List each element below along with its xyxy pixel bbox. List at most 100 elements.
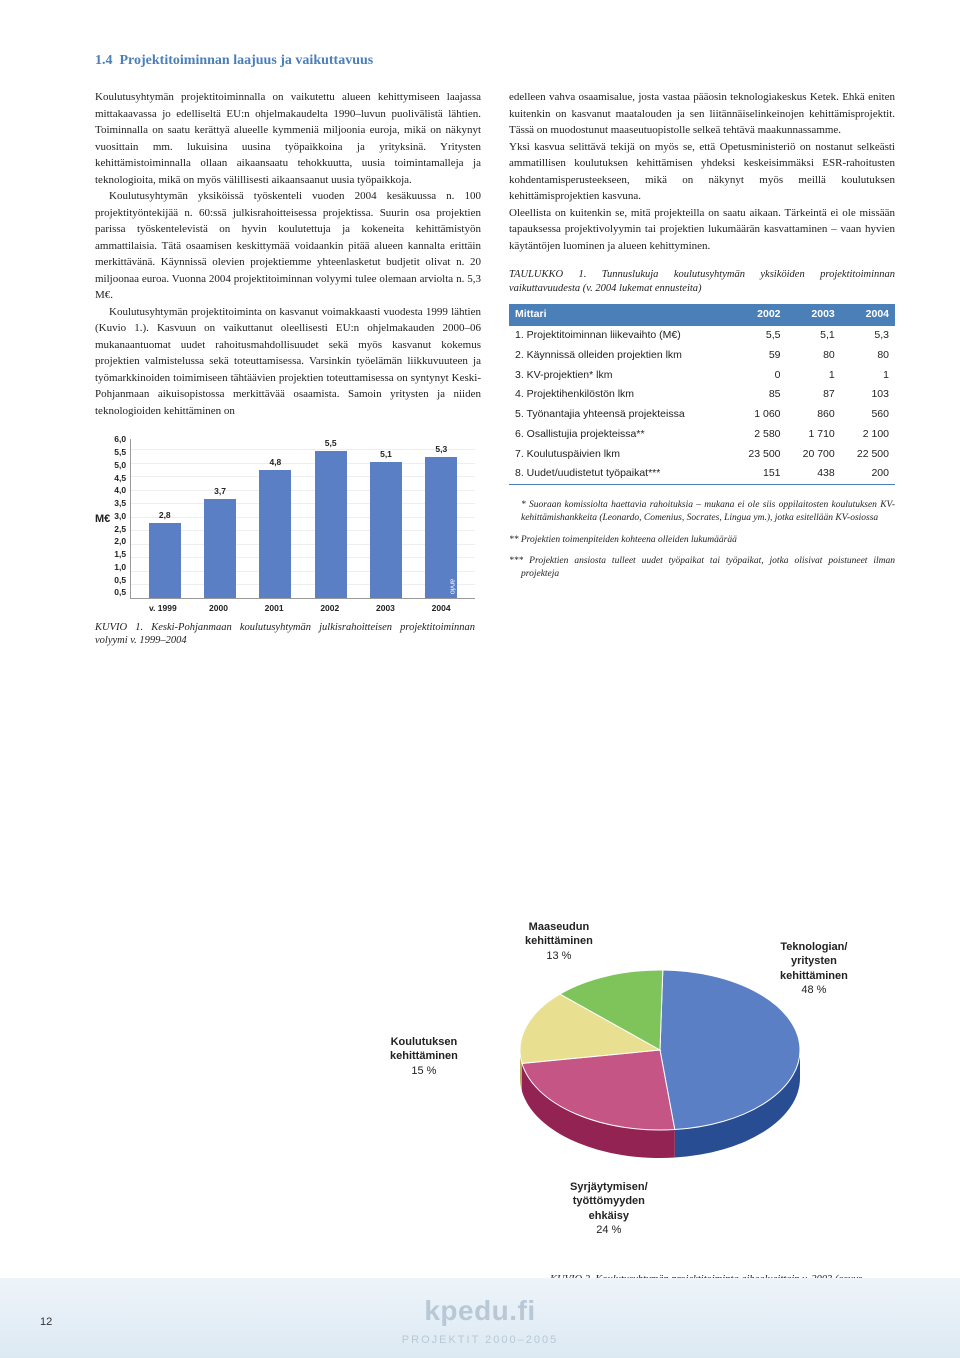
bar-wrap: 5,1 bbox=[369, 462, 403, 598]
footer-url: kpedu.fi bbox=[402, 1290, 558, 1332]
bar bbox=[425, 457, 457, 598]
left-column: Koulutusyhtymän projektitoiminnalla on v… bbox=[95, 89, 481, 648]
section-heading: 1.4 Projektitoiminnan laajuus ja vaikutt… bbox=[95, 50, 895, 71]
table-header-cell: Mittari bbox=[509, 304, 732, 326]
table-row: 6. Osallistujia projekteissa**2 5801 710… bbox=[509, 425, 895, 445]
two-column-body: Koulutusyhtymän projektitoiminnalla on v… bbox=[95, 89, 895, 648]
ytick: 1,5 bbox=[114, 548, 126, 561]
yaxis-unit: M€ bbox=[95, 511, 110, 528]
table-cell: 200 bbox=[841, 464, 895, 484]
section-title-text: Projektitoiminnan laajuus ja vaikuttavuu… bbox=[120, 53, 374, 68]
xaxis-labels: v. 199920002001200220032004 bbox=[95, 599, 475, 615]
pie-slice-label: Syrjäytymisen/työttömyydenehkäisy24 % bbox=[570, 1180, 648, 1237]
table-cell: 4. Projektihenkilöstön lkm bbox=[509, 385, 732, 405]
table-header-row: Mittari200220032004 bbox=[509, 304, 895, 326]
table-cell: 22 500 bbox=[841, 445, 895, 465]
page-footer: 12 kpedu.fi PROJEKTIT 2000–2005 bbox=[0, 1278, 960, 1358]
metrics-table: Mittari200220032004 1. Projektitoiminnan… bbox=[509, 304, 895, 485]
bar bbox=[259, 470, 291, 598]
table-row: 1. Projektitoiminnan liikevaihto (M€)5,5… bbox=[509, 326, 895, 346]
ytick: 2,5 bbox=[114, 523, 126, 536]
table-row: 3. KV-projektien* lkm011 bbox=[509, 366, 895, 386]
table-cell: 3. KV-projektien* lkm bbox=[509, 366, 732, 386]
table-cell: 5,3 bbox=[841, 326, 895, 346]
xaxis-label: 2000 bbox=[201, 602, 235, 615]
bar-value-label: 3,7 bbox=[214, 485, 226, 498]
table-cell: 7. Koulutuspäivien lkm bbox=[509, 445, 732, 465]
table-cell: 1 710 bbox=[787, 425, 841, 445]
table-cell: 8. Uudet/uudistetut työpaikat*** bbox=[509, 464, 732, 484]
table-cell: 2. Käynnissä olleiden projektien lkm bbox=[509, 346, 732, 366]
footnote-1: * Suoraan komissiolta haettavia rahoituk… bbox=[509, 499, 895, 526]
ytick: 3,5 bbox=[114, 497, 126, 510]
pie-slice-label: Teknologian/yritystenkehittäminen48 % bbox=[780, 940, 848, 997]
table-header-cell: 2002 bbox=[732, 304, 786, 326]
page-number: 12 bbox=[40, 1314, 52, 1331]
xaxis-label: v. 1999 bbox=[146, 602, 180, 615]
ytick: 5,5 bbox=[114, 446, 126, 459]
table-cell: 1 bbox=[787, 366, 841, 386]
bar-plot: 2,8 3,7 4,8 5,5 5,1 5,3 bbox=[130, 439, 475, 599]
table-cell: 80 bbox=[841, 346, 895, 366]
table-row: 4. Projektihenkilöstön lkm8587103 bbox=[509, 385, 895, 405]
pie-chart: KUVIO 2. Koulutusyhtymän projektitoimint… bbox=[350, 920, 910, 1280]
left-para-3: Koulutusyhtymän projektitoiminta on kasv… bbox=[95, 304, 481, 420]
bar-wrap: 4,8 bbox=[258, 470, 292, 598]
right-para-2: Yksi kasvua selittävä tekijä on myös se,… bbox=[509, 139, 895, 205]
xaxis-label: 2004 bbox=[424, 602, 458, 615]
table-cell: 103 bbox=[841, 385, 895, 405]
right-column: edelleen vahva osaamisalue, josta vastaa… bbox=[509, 89, 895, 648]
table-cell: 1 060 bbox=[732, 405, 786, 425]
bar-wrap: 3,7 bbox=[203, 499, 237, 598]
table-cell: 2 580 bbox=[732, 425, 786, 445]
footnote-2: ** Projektien toimenpiteiden kohteena ol… bbox=[509, 534, 895, 547]
bar-value-label: 4,8 bbox=[269, 456, 281, 469]
table-cell: 85 bbox=[732, 385, 786, 405]
pie-slice-label: Koulutuksenkehittäminen15 % bbox=[390, 1035, 458, 1078]
ytick: 3,0 bbox=[114, 510, 126, 523]
table-row: 5. Työnantajia yhteensä projekteissa1 06… bbox=[509, 405, 895, 425]
left-para-2: Koulutusyhtymän yksiköissä työskenteli v… bbox=[95, 188, 481, 304]
bar-wrap: 5,5 bbox=[314, 451, 348, 598]
ytick: 0,5 bbox=[114, 586, 126, 599]
table-cell: 23 500 bbox=[732, 445, 786, 465]
table-cell: 80 bbox=[787, 346, 841, 366]
bar bbox=[315, 451, 347, 598]
pie-slice-label: Maaseudunkehittäminen13 % bbox=[525, 920, 593, 963]
table-header-cell: 2003 bbox=[787, 304, 841, 326]
bar-value-label: 5,3 bbox=[435, 443, 447, 456]
bar-wrap: 5,3 bbox=[424, 457, 458, 598]
table-cell: 0 bbox=[732, 366, 786, 386]
table-row: 2. Käynnissä olleiden projektien lkm5980… bbox=[509, 346, 895, 366]
yaxis-ticks: 0,50,51,01,52,02,53,03,54,04,55,05,56,0 bbox=[114, 439, 130, 599]
table-footnotes: * Suoraan komissiolta haettavia rahoituk… bbox=[509, 499, 895, 581]
chart-plot-area: M€ 0,50,51,01,52,02,53,03,54,04,55,05,56… bbox=[95, 439, 475, 599]
footnote-3: *** Projektien ansiosta tulleet uudet ty… bbox=[509, 555, 895, 582]
right-para-1: edelleen vahva osaamisalue, josta vastaa… bbox=[509, 89, 895, 139]
xaxis-label: 2001 bbox=[257, 602, 291, 615]
ytick: 4,0 bbox=[114, 484, 126, 497]
table-cell: 59 bbox=[732, 346, 786, 366]
table-cell: 438 bbox=[787, 464, 841, 484]
table-cell: 87 bbox=[787, 385, 841, 405]
bar bbox=[149, 523, 181, 598]
bar-chart: M€ 0,50,51,01,52,02,53,03,54,04,55,05,56… bbox=[95, 439, 475, 648]
bar-value-label: 2,8 bbox=[159, 509, 171, 522]
table-cell: 5. Työnantajia yhteensä projekteissa bbox=[509, 405, 732, 425]
table-cell: 5,1 bbox=[787, 326, 841, 346]
table-cell: 6. Osallistujia projekteissa** bbox=[509, 425, 732, 445]
table-cell: 1 bbox=[841, 366, 895, 386]
bar-wrap: 2,8 bbox=[148, 523, 182, 598]
table-cell: 2 100 bbox=[841, 425, 895, 445]
xaxis-label: 2003 bbox=[368, 602, 402, 615]
table-header-cell: 2004 bbox=[841, 304, 895, 326]
table-cell: 151 bbox=[732, 464, 786, 484]
ytick: 4,5 bbox=[114, 472, 126, 485]
page-content: 1.4 Projektitoiminnan laajuus ja vaikutt… bbox=[0, 0, 960, 1358]
bar bbox=[204, 499, 236, 598]
right-para-3: Oleellista on kuitenkin se, mitä projekt… bbox=[509, 205, 895, 255]
table-body: 1. Projektitoiminnan liikevaihto (M€)5,5… bbox=[509, 326, 895, 485]
ytick: 2,0 bbox=[114, 535, 126, 548]
section-number: 1.4 bbox=[95, 53, 113, 68]
ytick: 6,0 bbox=[114, 433, 126, 446]
